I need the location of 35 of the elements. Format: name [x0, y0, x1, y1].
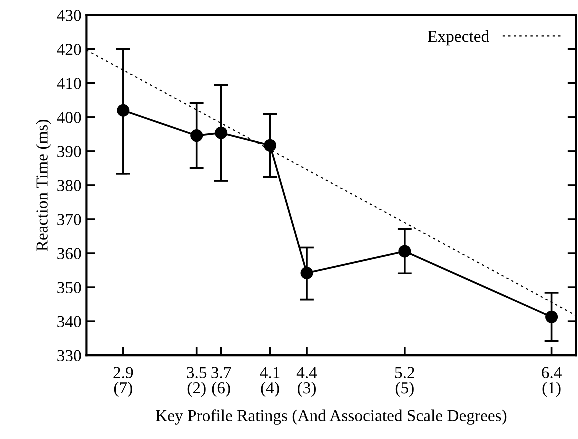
text: (4) [261, 382, 280, 398]
x-axis-title: Key Profile Ratings (And Associated Scale Degrees) [156, 410, 507, 425]
point [300, 267, 314, 280]
y-tick-label: 410 [57, 78, 82, 90]
y-tick-label: 340 [58, 316, 82, 328]
text: (7) [114, 382, 132, 398]
text: (6) [212, 382, 230, 398]
point [546, 310, 558, 324]
y-tick-label: 380 [58, 180, 82, 192]
x-tick-label: 2.9 [114, 367, 134, 379]
text: (5) [396, 382, 414, 398]
x-tick-label: 6.4 [542, 367, 562, 379]
y-tick-label: 350 [58, 282, 82, 294]
y-axis-title: Reaction Time (ms) [36, 120, 52, 252]
text: (1) [542, 382, 561, 398]
y-tick-label: 400 [57, 112, 82, 124]
point [264, 139, 277, 152]
point [215, 126, 228, 140]
point [398, 245, 412, 258]
x-tick-label: 3.5 [187, 367, 207, 379]
legend-label: Expected [428, 30, 490, 46]
text: (2) [188, 382, 206, 398]
y-tick-label: 360 [58, 248, 82, 260]
point [117, 104, 130, 117]
y-tick-label: 420 [57, 44, 82, 56]
x-tick-label: 3.7 [212, 367, 232, 379]
x-tick-label: 4.4 [296, 367, 318, 379]
x-tick-label: 5.2 [395, 367, 414, 379]
y-tick-label: 370 [58, 214, 82, 226]
y-tick-label: 390 [58, 146, 82, 158]
x-tick-label: 4.1 [260, 367, 280, 379]
point [190, 130, 204, 142]
y-tick-label: 430 [57, 10, 82, 22]
y-tick-label: 330 [58, 350, 82, 362]
text: (3) [298, 382, 316, 398]
